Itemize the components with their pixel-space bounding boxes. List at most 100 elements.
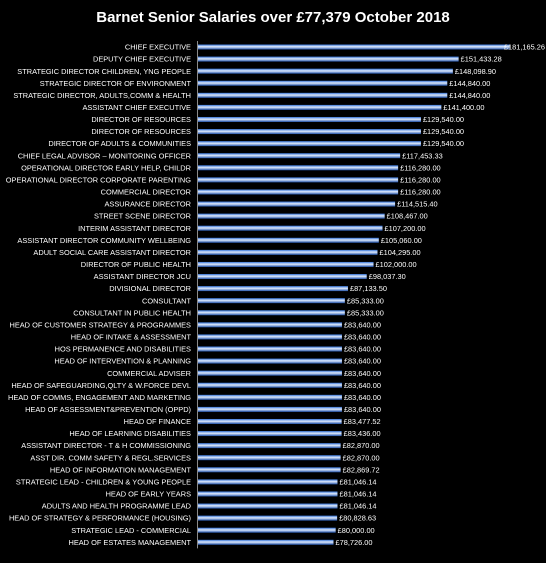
- bar: [198, 382, 342, 388]
- bar: [198, 418, 342, 424]
- category-label: STRATEGIC DIRECTOR OF ENVIRONMENT: [40, 79, 192, 88]
- category-label: COMMERCIAL DIRECTOR: [101, 188, 191, 197]
- data-label: £129,540.00: [423, 127, 464, 136]
- bar: [198, 334, 342, 340]
- bar: [198, 443, 341, 449]
- chart-title: Barnet Senior Salaries over £77,379 Octo…: [96, 9, 450, 26]
- data-label: £116,280.00: [400, 188, 441, 197]
- bar: [198, 406, 342, 412]
- data-label: £83,640.00: [344, 369, 381, 378]
- bar: [198, 455, 341, 461]
- category-label: INTERIM ASSISTANT DIRECTOR: [78, 224, 191, 233]
- bar: [198, 503, 338, 509]
- data-label: £83,640.00: [344, 393, 381, 402]
- bars-group: [198, 44, 510, 545]
- data-label: £144,840.00: [449, 79, 490, 88]
- category-label: HEAD OF INFORMATION MANAGEMENT: [50, 465, 192, 474]
- data-label: £104,295.00: [379, 248, 420, 257]
- category-label: CHIEF LEGAL ADVISOR – MONITORING OFFICER: [18, 151, 191, 160]
- data-label: £83,477.52: [344, 417, 381, 426]
- data-label: £81,046.14: [339, 490, 376, 499]
- category-label: HEAD OF INTAKE & ASSESSMENT: [71, 333, 192, 342]
- category-label: STRATEGIC DIRECTOR, ADULTS,COMM & HEALTH: [13, 91, 191, 100]
- bar: [198, 165, 399, 171]
- bar: [198, 68, 453, 74]
- data-label: £108,467.00: [387, 212, 428, 221]
- category-label: ASSISTANT DIRECTOR COMMUNITY WELLBEING: [17, 236, 191, 245]
- category-label: STRATEGIC LEAD - CHILDREN & YOUNG PEOPLE: [16, 477, 191, 486]
- data-label: £82,870.00: [343, 441, 380, 450]
- data-label: £85,333.00: [347, 308, 384, 317]
- category-label: ADULTS AND HEALTH PROGRAMME LEAD: [42, 502, 191, 511]
- bar: [198, 358, 342, 364]
- category-label: ASSISTANT DIRECTOR JCU: [94, 272, 191, 281]
- category-label: HEAD OF CUSTOMER STRATEGY & PROGRAMMES: [9, 320, 191, 329]
- data-label: £181,165.26: [504, 43, 545, 52]
- category-label: HEAD OF ESTATES MANAGEMENT: [68, 538, 191, 547]
- data-label: £129,540.00: [423, 115, 464, 124]
- bar: [198, 189, 399, 195]
- bar: [198, 322, 342, 328]
- bar: [198, 274, 367, 280]
- data-label: £105,060.00: [381, 236, 422, 245]
- category-label: HEAD OF FINANCE: [124, 417, 191, 426]
- data-label: £114,515.40: [397, 200, 438, 209]
- data-label: £85,333.00: [347, 296, 384, 305]
- data-label: £98,037.30: [369, 272, 406, 281]
- category-label: ASST DIR. COMM SAFETY & REGL.SERVICES: [30, 453, 191, 462]
- category-label: HEAD OF EARLY YEARS: [106, 490, 192, 499]
- bar: [198, 129, 421, 135]
- category-label: DEPUTY CHIEF EXECUTIVE: [93, 55, 191, 64]
- value-labels-group: £181,165.26£151,433.28 £148,098.90 £144,84…: [335, 43, 545, 547]
- category-label: ASSISTANT CHIEF EXECUTIVE: [82, 103, 191, 112]
- category-label: HEAD OF SAFEGUARDING,QLTY & W.FORCE DEVL: [11, 381, 191, 390]
- bar: [198, 286, 348, 292]
- data-label: £116,280.00: [400, 163, 441, 172]
- bar: [198, 539, 334, 545]
- bar: [198, 310, 345, 316]
- category-label: HEAD OF ASSESSMENT&PREVENTION (OPPD): [25, 405, 191, 414]
- data-label: £81,046.14: [339, 502, 376, 511]
- bar: [198, 261, 374, 267]
- data-label: £83,640.00: [344, 320, 381, 329]
- bar: [198, 80, 448, 86]
- bar: [198, 92, 448, 98]
- bar: [198, 370, 342, 376]
- category-labels-group: CHIEF EXECUTIVE DEPUTY CHIEF EXECUTIVE STR…: [6, 43, 192, 547]
- bar: [198, 213, 385, 219]
- category-label: HOS PERMANENCE AND DISABILITIES: [55, 345, 191, 354]
- category-label: HEAD OF INTERVENTION & PLANNING: [54, 357, 191, 366]
- category-label: ASSURANCE DIRECTOR: [104, 200, 191, 209]
- category-label: DIRECTOR OF RESOURCES: [91, 127, 191, 136]
- data-label: £144,840.00: [449, 91, 490, 100]
- bar: [198, 515, 338, 521]
- bar: [198, 56, 459, 62]
- category-label: CHIEF EXECUTIVE: [125, 43, 191, 52]
- bar: [198, 394, 342, 400]
- bar: [198, 177, 399, 183]
- bar: [198, 298, 345, 304]
- data-label: £83,640.00: [344, 345, 381, 354]
- category-label: HEAD OF STRATEGY & PERFORMANCE (HOUSING): [9, 514, 191, 523]
- bar: [198, 491, 338, 497]
- bar: [198, 249, 378, 255]
- bar: [198, 104, 442, 110]
- bar: [198, 225, 383, 231]
- category-label: HEAD OF LEARNING DISABILITIES: [69, 429, 191, 438]
- category-label: HEAD OF COMMS, ENGAGEMENT AND MARKETING: [8, 393, 191, 402]
- category-label: ASSISTANT DIRECTOR - T & H COMMISSIONING: [21, 441, 191, 450]
- data-label: £116,280.00: [400, 175, 441, 184]
- category-label: CONSULTANT IN PUBLIC HEALTH: [73, 308, 191, 317]
- category-label: ADULT SOCIAL CARE ASSISTANT DIRECTOR: [33, 248, 191, 257]
- bar: [198, 201, 396, 207]
- category-label: DIRECTOR OF PUBLIC HEALTH: [81, 260, 191, 269]
- data-label: £82,870.00: [343, 453, 380, 462]
- bar: [198, 346, 342, 352]
- data-label: £151,433.28: [461, 55, 502, 64]
- data-label: £81,046.14: [339, 477, 376, 486]
- data-label: £83,640.00: [344, 405, 381, 414]
- bar: [198, 237, 379, 243]
- category-label: DIRECTOR OF RESOURCES: [91, 115, 191, 124]
- data-label: £141,400.00: [443, 103, 484, 112]
- bar: [198, 141, 421, 147]
